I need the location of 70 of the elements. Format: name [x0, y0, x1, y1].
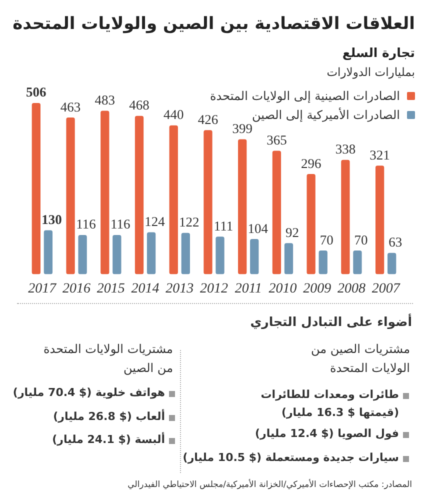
- x-tick-label: 2017: [28, 281, 58, 296]
- bar: [284, 243, 294, 274]
- data-label: 63: [388, 234, 402, 250]
- x-tick-label: 2011: [234, 281, 262, 296]
- data-label: 463: [60, 99, 81, 114]
- data-label: 116: [110, 216, 131, 232]
- chart-title: العلاقات الاقتصادية بين الصين والولايات المتحدة: [12, 13, 415, 36]
- bar: [112, 234, 122, 274]
- text: ألبسة ($ 24.1 مليار): [52, 431, 165, 448]
- bar: [250, 239, 259, 274]
- data-label: 426: [198, 112, 218, 127]
- data-label: 399: [232, 121, 253, 136]
- bar: [146, 232, 156, 274]
- x-tick-label: 2008: [337, 281, 366, 296]
- data-label: 468: [129, 98, 150, 113]
- data-label: 92: [285, 224, 299, 240]
- bar: [134, 116, 144, 274]
- data-label: 321: [370, 147, 390, 162]
- text: أضواء على التبادل التجاري: [250, 313, 412, 331]
- text: طائرات ومعدات للطائرات (قيمتها $ 16.3 مليار): [260, 387, 399, 421]
- data-label: 122: [179, 214, 200, 230]
- data-label: 365: [266, 132, 288, 148]
- data-label: 338: [335, 142, 356, 157]
- data-label: 296: [300, 156, 322, 171]
- x-tick-label: 2015: [96, 281, 125, 296]
- data-label: 104: [248, 220, 268, 236]
- bar: [100, 110, 110, 274]
- bar: [318, 250, 328, 274]
- x-tick-label: 2010: [268, 281, 297, 296]
- bar: [32, 103, 40, 274]
- data-label: 124: [144, 214, 166, 230]
- bar: [169, 125, 178, 274]
- x-tick-label: 2016: [62, 281, 91, 296]
- text: المصادر: مكتب الإحصاءات الأميركي/الخزانة الأميركية/مجلس الاحتياطي الفيدرالي: [128, 479, 412, 491]
- bar: [353, 250, 362, 274]
- bar: [204, 130, 212, 274]
- x-tick-label: 2014: [131, 281, 160, 296]
- data-label: 116: [76, 216, 96, 232]
- bar: [388, 252, 396, 274]
- text: هواتف خلوية ($ 70.4 مليار): [12, 385, 165, 401]
- data-label: 506: [26, 84, 47, 100]
- bar: [181, 232, 190, 274]
- x-tick-label: 2009: [303, 281, 332, 296]
- bar: [238, 139, 247, 274]
- data-label: 111: [214, 218, 234, 234]
- bar: [44, 230, 53, 274]
- text: سيارات جديدة ومستعملة ($ 10.5 مليار): [182, 450, 399, 466]
- data-label: 130: [42, 212, 62, 227]
- data-label: 440: [164, 107, 184, 122]
- x-tick-label: 2013: [166, 281, 194, 296]
- y-axis-title: بمليارات الدولارات: [326, 64, 415, 81]
- text: مشتريات الولايات المتحدة من الصين: [42, 341, 173, 377]
- data-label: 70: [354, 232, 368, 248]
- text: ألعاب ($ 26.8 مليار): [53, 408, 165, 425]
- bar: [78, 234, 87, 274]
- data-label: 483: [94, 92, 116, 108]
- bar: [272, 150, 282, 274]
- bar: [216, 236, 224, 274]
- x-tick-label: 2012: [200, 281, 228, 296]
- bar: [375, 166, 384, 274]
- legend-label: الصادرات الصينية إلى الولايات المتحدة: [210, 88, 400, 102]
- text: فول الصويا ($ 12.4 مليار): [255, 426, 399, 442]
- bar: [341, 160, 350, 274]
- chart-subtitle: تجارة السلع: [342, 44, 415, 62]
- legend-label: الصادرات الأميركية إلى الصين: [252, 108, 400, 122]
- data-label: 70: [320, 232, 334, 248]
- bar: [306, 174, 316, 274]
- x-tick-label: 2007: [372, 281, 401, 296]
- bar: [66, 118, 75, 274]
- text: مشتريات الصين من الولايات المتحدة: [310, 341, 410, 377]
